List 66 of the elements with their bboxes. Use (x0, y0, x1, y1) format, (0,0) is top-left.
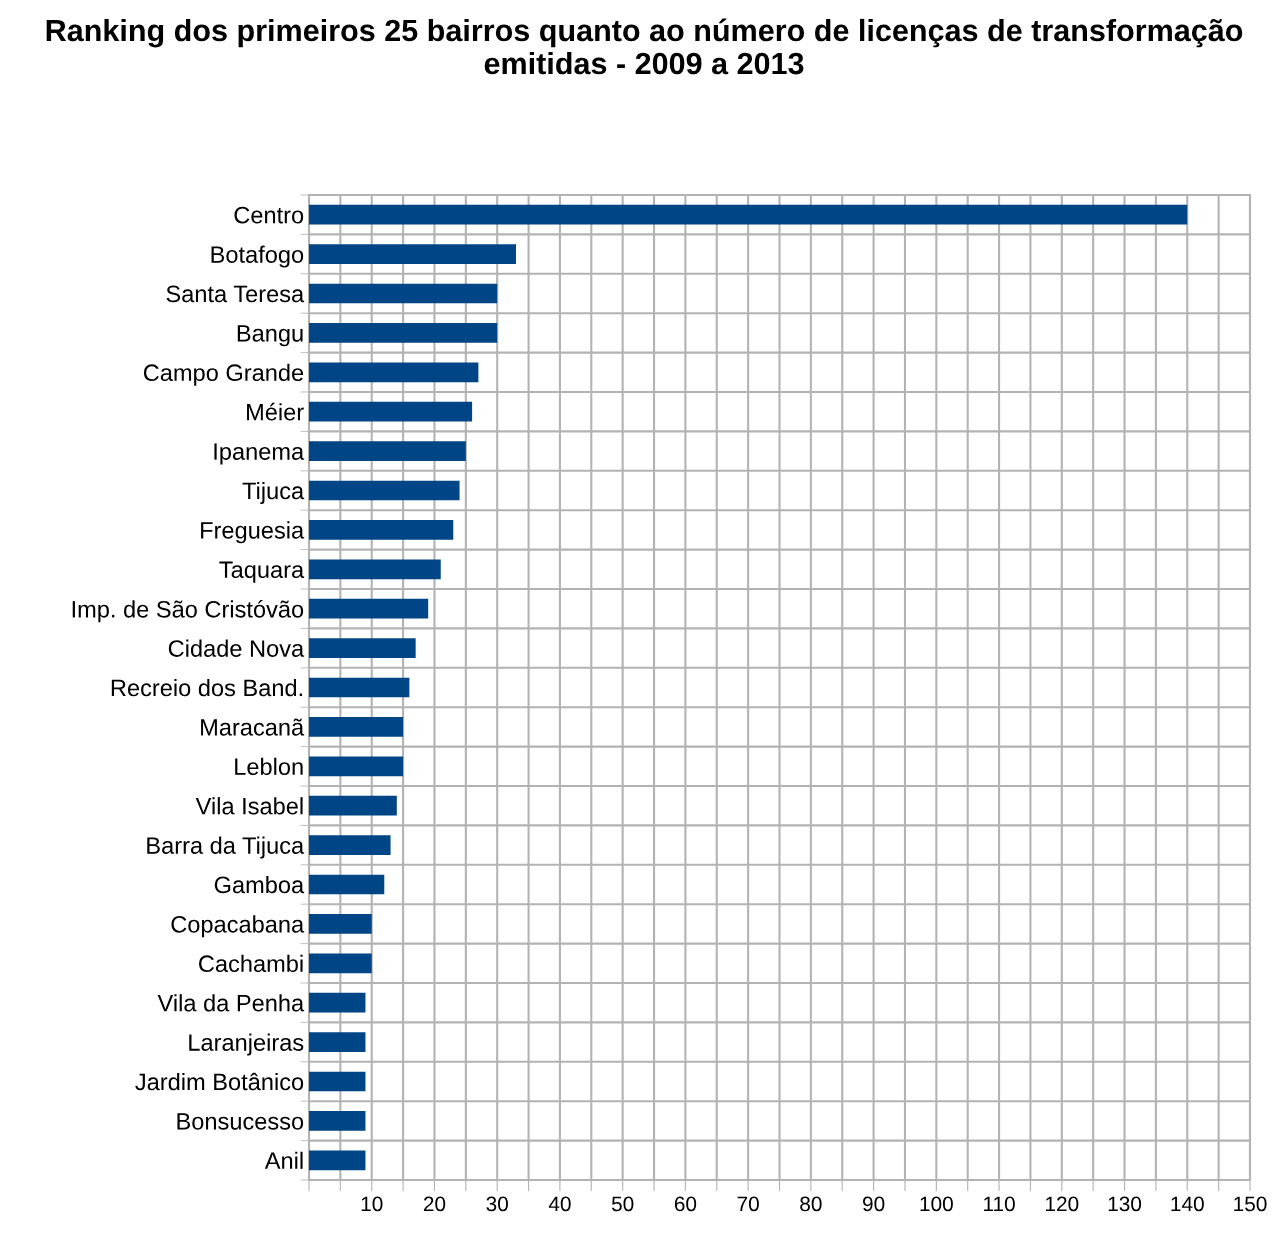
y-tick-label: Ipanema (214, 443, 305, 465)
bar (309, 638, 416, 658)
bar (309, 520, 454, 540)
bar (309, 1071, 366, 1092)
bar (309, 677, 410, 698)
y-tick-label: Campo Grande (143, 363, 304, 386)
x-tick-label: 120 (1046, 1196, 1079, 1212)
bar (309, 559, 441, 580)
bar (309, 1111, 366, 1131)
y-tick-label: Copacabana (171, 915, 305, 938)
bar (309, 480, 460, 501)
bar (309, 323, 498, 343)
x-tick-label: 90 (862, 1196, 885, 1212)
x-tick-label: 50 (611, 1196, 634, 1212)
x-tick-label: 70 (737, 1196, 759, 1212)
bar (309, 717, 404, 737)
bar (309, 914, 372, 934)
y-tick-label: Taquara (219, 561, 305, 583)
y-tick-label: Santa Teresa (166, 285, 305, 303)
bar (309, 874, 385, 895)
y-tick-label: Bonsucesso (177, 1113, 304, 1130)
x-tick-label: 40 (548, 1196, 571, 1212)
bar (309, 795, 397, 816)
y-tick-label: Botafogo (211, 245, 304, 268)
y-tick-label: Leblon (235, 757, 303, 776)
bar (309, 362, 479, 383)
x-tick-label: 110 (984, 1196, 1015, 1212)
x-tick-label: 150 (1234, 1196, 1267, 1212)
bar (309, 401, 473, 422)
x-tick-label: 80 (800, 1196, 822, 1212)
bar (309, 441, 466, 461)
y-tick-label: Cidade Nova (168, 639, 305, 657)
y-tick-label: Laranjeiras (189, 1033, 304, 1056)
y-tick-label: Tijuca (242, 481, 305, 504)
y-tick-label: Vila Isabel (195, 797, 303, 815)
bar (309, 992, 366, 1013)
y-tick-label: Vila da Penha (157, 994, 305, 1012)
y-tick-label: Recreio dos Band. (111, 678, 302, 697)
y-tick-label: Bangu (237, 325, 303, 347)
y-tick-label: Maracanã (201, 718, 305, 736)
x-tick-label: 20 (423, 1196, 446, 1212)
x-tick-label: 60 (674, 1196, 697, 1212)
x-tick-label: 10 (361, 1196, 383, 1212)
bar (309, 835, 391, 855)
bar (309, 598, 429, 619)
y-tick-label: Cachambi (199, 954, 303, 973)
x-tick-label: 100 (920, 1196, 953, 1212)
y-tick-label: Gamboa (214, 875, 305, 894)
bar (309, 953, 372, 974)
bar (309, 1032, 366, 1052)
bar (309, 283, 498, 304)
y-tick-label: Barra da Tijuca (147, 836, 305, 859)
x-tick-label: 140 (1171, 1196, 1204, 1212)
y-tick-label: Anil (264, 1151, 303, 1169)
bar (309, 756, 404, 777)
bar (309, 204, 1188, 225)
bar (309, 1150, 366, 1171)
y-tick-label: Freguesia (201, 521, 305, 544)
y-tick-label: Méier (247, 402, 304, 421)
chart-title: Ranking dos primeiros 25 bairros quanto ao número de licenças de transformação emitidas - 2009 a 2013 (46, 18, 1243, 75)
x-tick-label: 130 (1108, 1196, 1142, 1212)
y-tick-label: Imp. de São Cristóvão (72, 600, 304, 623)
x-tick-label: 30 (486, 1196, 508, 1212)
y-tick-label: Jardim Botânico (135, 1072, 304, 1091)
bar (309, 244, 517, 264)
y-tick-label: Centro (234, 206, 304, 224)
